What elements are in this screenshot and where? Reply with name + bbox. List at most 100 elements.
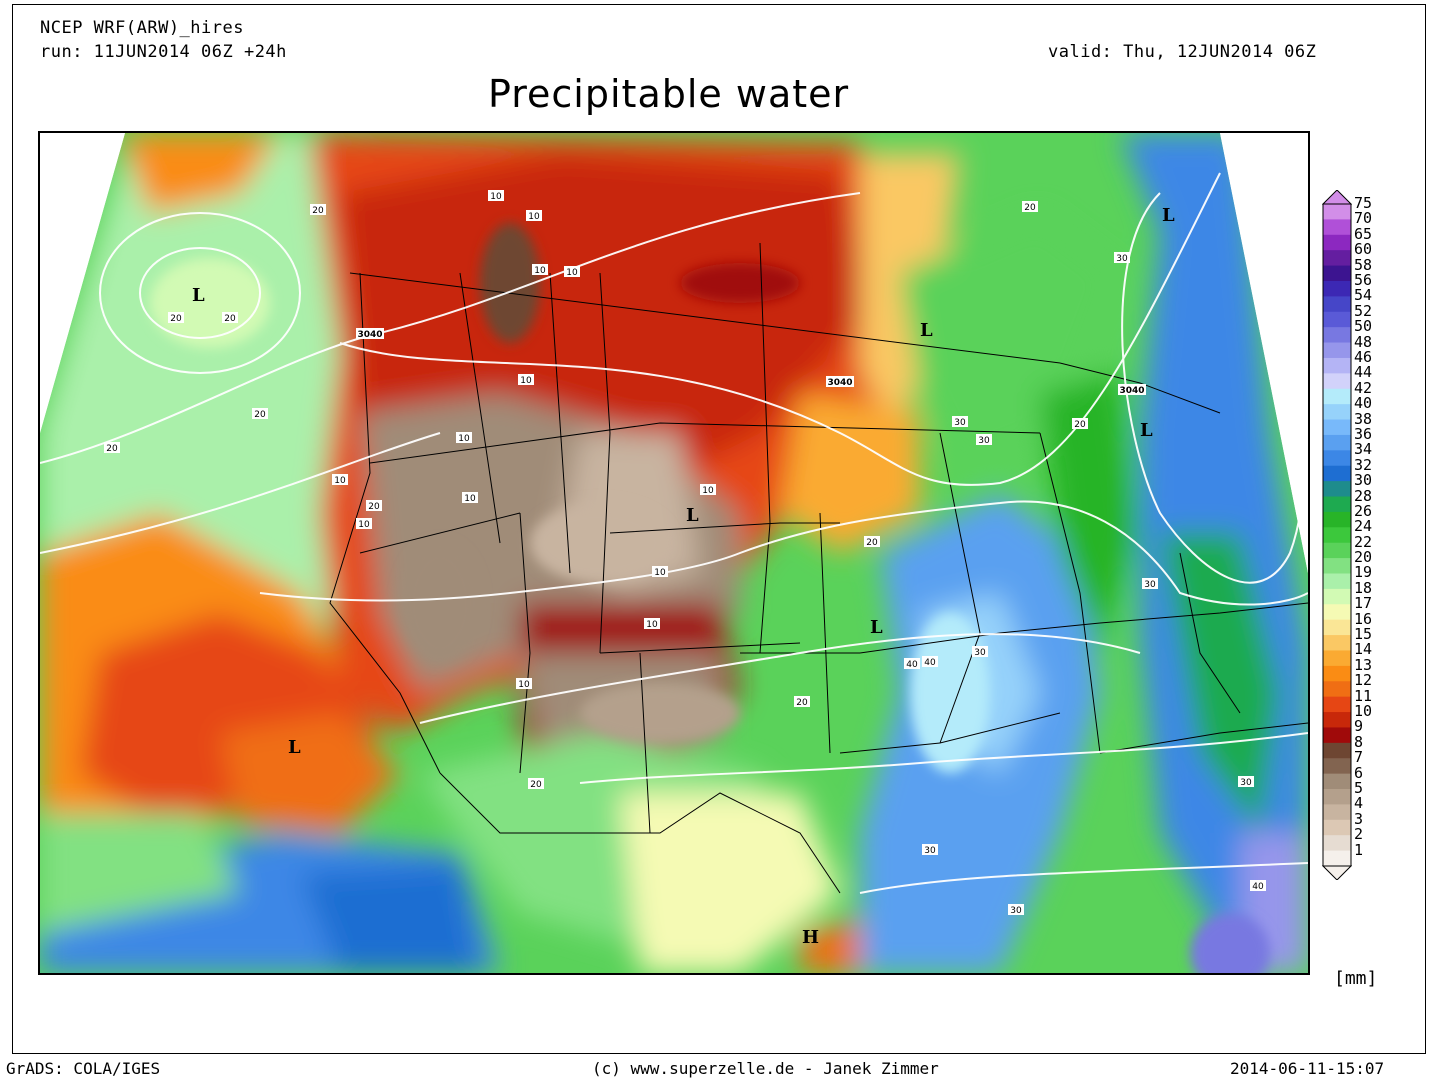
contour-label-box xyxy=(356,328,384,339)
contour-label-box xyxy=(864,536,880,547)
contour-label-box xyxy=(904,658,920,669)
colorbar-tick-label: 1 xyxy=(1354,840,1364,859)
colorbar-swatch xyxy=(1323,357,1351,374)
contour-label: 20 xyxy=(224,314,236,324)
low-center-label: L xyxy=(288,737,301,758)
colorbar-tick-label: 7 xyxy=(1354,748,1364,767)
contour-label-box xyxy=(1022,201,1038,212)
contour-label: 30 xyxy=(954,418,966,428)
colorbar-tick-label: 60 xyxy=(1354,240,1373,259)
low-center-label: L xyxy=(920,320,933,341)
contour-label-box xyxy=(488,190,504,201)
colorbar xyxy=(1322,190,1352,880)
contour-label-box xyxy=(252,408,268,419)
contour-label-box xyxy=(1114,252,1130,263)
valid-time: valid: Thu, 12JUN2014 06Z xyxy=(1048,42,1317,62)
contour-label-box xyxy=(526,210,542,221)
contour-label: 10 xyxy=(528,212,540,222)
colorbar-swatch xyxy=(1323,650,1351,667)
contour-label-box xyxy=(518,374,534,385)
colorbar-swatch xyxy=(1323,558,1351,574)
model-name: NCEP WRF(ARW)_hires xyxy=(40,18,244,38)
contour-label-box xyxy=(366,500,382,511)
colorbar-swatch xyxy=(1323,542,1351,559)
colorbar-tick-label: 5 xyxy=(1354,779,1364,798)
colorbar-tick-label: 46 xyxy=(1354,347,1373,366)
contour-label-box xyxy=(528,778,544,789)
colorbar-tick-label: 6 xyxy=(1354,763,1364,782)
footer-timestamp: 2014-06-11-15:07 xyxy=(1230,1059,1385,1078)
colorbar-swatch xyxy=(1323,819,1351,836)
contour-label-box xyxy=(1142,578,1158,589)
low-center-label: L xyxy=(1140,420,1153,441)
low-center-label: L xyxy=(1162,205,1175,226)
contour-label: 30 xyxy=(978,436,990,446)
low-center-label: L xyxy=(686,505,699,526)
colorbar-swatch xyxy=(1323,527,1351,544)
colorbar-tick-label: 4 xyxy=(1354,794,1364,813)
contour-label: 3040 xyxy=(827,378,852,388)
contour-label-box xyxy=(644,618,660,629)
colorbar-border xyxy=(1322,203,1352,867)
contour-label-box xyxy=(168,312,184,323)
colorbar-tick-label: 30 xyxy=(1354,471,1373,490)
contour-label: 10 xyxy=(458,434,470,444)
colorbar-tick-label: 10 xyxy=(1354,702,1373,721)
colorbar-tick-label: 17 xyxy=(1354,594,1373,613)
contour-label-box xyxy=(1238,776,1254,787)
contour-label: 30 xyxy=(924,846,936,856)
colorbar-tick-label: 2 xyxy=(1354,825,1364,844)
contour-label: 20 xyxy=(530,780,542,790)
colorbar-tick-label: 15 xyxy=(1354,625,1373,644)
contour-label-box xyxy=(976,434,992,445)
colorbar-tick-label: 75 xyxy=(1354,194,1373,212)
colorbar-tick-label: 70 xyxy=(1354,209,1373,228)
contour-label: 30 xyxy=(1144,580,1156,590)
colorbar-swatch xyxy=(1323,465,1351,482)
colorbar-swatch xyxy=(1323,727,1351,744)
contour-label: 20 xyxy=(254,410,266,420)
geopotential-contours xyxy=(40,172,1308,894)
colorbar-swatch xyxy=(1323,434,1351,451)
colorbar-swatch xyxy=(1323,835,1351,852)
colorbar-swatch xyxy=(1323,311,1351,328)
contour-label: 30 xyxy=(1116,254,1128,264)
contour-label: 20 xyxy=(170,314,182,324)
colorbar-tick-label: 16 xyxy=(1354,609,1373,628)
contour-label-box xyxy=(516,678,532,689)
contour-label: 30 xyxy=(1010,906,1022,916)
contour-label: 20 xyxy=(106,444,118,454)
colorbar-swatch xyxy=(1323,665,1351,682)
colorbar-swatch xyxy=(1323,419,1351,436)
boundaries xyxy=(329,242,1308,894)
colorbar-tick-label: 22 xyxy=(1354,532,1373,551)
colorbar-swatch xyxy=(1323,573,1351,590)
colorbar-swatch xyxy=(1323,496,1351,513)
colorbar-swatch xyxy=(1323,588,1351,605)
contour-label: 10 xyxy=(534,266,546,276)
colorbar-tick-label: 42 xyxy=(1354,378,1373,397)
colorbar-swatch xyxy=(1323,635,1351,651)
colorbar-swatch xyxy=(1323,219,1351,236)
contour-label: 30 xyxy=(1240,778,1252,788)
colorbar-tick-label: 50 xyxy=(1354,317,1373,336)
contour-label: 30 xyxy=(974,648,986,658)
colorbar-swatch xyxy=(1323,280,1351,297)
colorbar-tick-label: 36 xyxy=(1354,424,1373,443)
colorbar-swatch xyxy=(1323,681,1351,698)
contour-label: 10 xyxy=(646,620,658,630)
contour-label-box xyxy=(922,656,938,667)
colorbar-swatch xyxy=(1323,404,1351,421)
colorbar-swatch xyxy=(1323,619,1351,636)
colorbar-tick-label: 18 xyxy=(1354,578,1373,597)
colorbar-tick-label: 20 xyxy=(1354,548,1373,567)
contour-label: 20 xyxy=(796,698,808,708)
contour-label: 40 xyxy=(1252,882,1264,892)
colorbar-min-arrow xyxy=(1322,865,1352,880)
contour-label-box xyxy=(952,416,968,427)
colorbar-swatch xyxy=(1323,481,1351,498)
colorbar-tick-label: 28 xyxy=(1354,486,1373,505)
contour-label: 10 xyxy=(702,486,714,496)
low-center-label: L xyxy=(192,285,205,306)
contour-label-box xyxy=(1118,384,1146,395)
